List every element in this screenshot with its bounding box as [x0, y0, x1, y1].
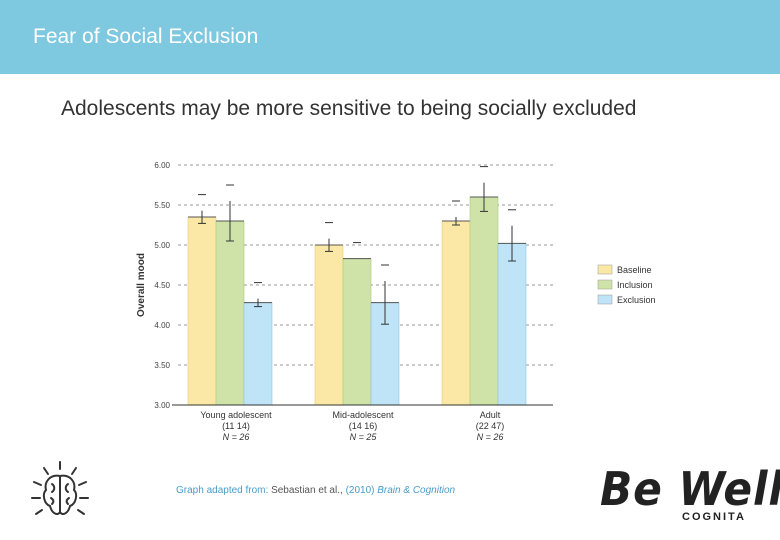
bar-exclusion-2 — [497, 243, 527, 406]
source-prefix: Graph adapted from: — [176, 485, 272, 496]
x-tick-label: Young adolescent — [200, 410, 272, 420]
bars-layer — [187, 196, 527, 406]
x-tick-ages: (22 47) — [476, 421, 505, 431]
x-tick-label: Adult — [480, 410, 501, 420]
brain-icon — [31, 461, 89, 515]
header-bar: Fear of Social Exclusion — [0, 0, 780, 74]
y-tick-label: 6.00 — [154, 161, 170, 170]
legend-label-inclusion: Inclusion — [617, 280, 653, 290]
legend-label-exclusion: Exclusion — [617, 295, 656, 305]
legend-label-baseline: Baseline — [617, 265, 652, 275]
y-tick-label: 3.50 — [154, 361, 170, 370]
legend-swatch-inclusion — [597, 279, 613, 290]
y-axis-label: Overall mood — [136, 253, 147, 317]
legend-swatch-baseline — [597, 264, 613, 275]
source-journal: Brain & Cognition — [377, 485, 456, 496]
cognita-logo: COGNITA — [682, 511, 746, 523]
legend-layer: Baseline Inclusion Exclusion — [597, 264, 656, 305]
slide-subtitle: Adolescents may be more sensitive to bei… — [61, 97, 637, 120]
bar-inclusion-1 — [342, 258, 372, 406]
bar-baseline-0 — [187, 216, 217, 406]
x-tick-n: N = 26 — [223, 432, 250, 442]
x-tick-n: N = 26 — [477, 432, 504, 442]
bar-inclusion-0 — [215, 220, 245, 406]
axis-layer: 3.00 3.50 4.00 4.50 5.00 5.50 6.00 Overall mood… — [136, 161, 553, 442]
bar-inclusion-2 — [469, 196, 499, 406]
x-tick-label: Mid-adolescent — [332, 410, 394, 420]
x-tick-n: N = 25 — [350, 432, 378, 442]
x-tick-ages: (11 14) — [222, 421, 250, 431]
legend-swatch-exclusion — [597, 294, 613, 305]
x-tick-ages: (14 16) — [349, 421, 378, 431]
error-bars-layer — [198, 166, 516, 325]
y-tick-label: 4.50 — [154, 281, 170, 290]
source-authors: Sebastian et al., — [271, 485, 346, 496]
y-tick-label: 3.00 — [154, 401, 170, 410]
bar-baseline-2 — [441, 220, 471, 406]
be-well-logo: Be Well — [600, 462, 780, 516]
page-title: Fear of Social Exclusion — [33, 25, 259, 48]
y-tick-label: 4.00 — [154, 321, 170, 330]
bar-exclusion-0 — [243, 302, 273, 406]
source-year: (2010) — [345, 485, 378, 496]
bar-baseline-1 — [314, 244, 344, 406]
y-tick-label: 5.50 — [154, 201, 170, 210]
y-tick-label: 5.00 — [154, 241, 170, 250]
source-citation: Graph adapted from: Sebastian et al., (2… — [176, 485, 455, 496]
